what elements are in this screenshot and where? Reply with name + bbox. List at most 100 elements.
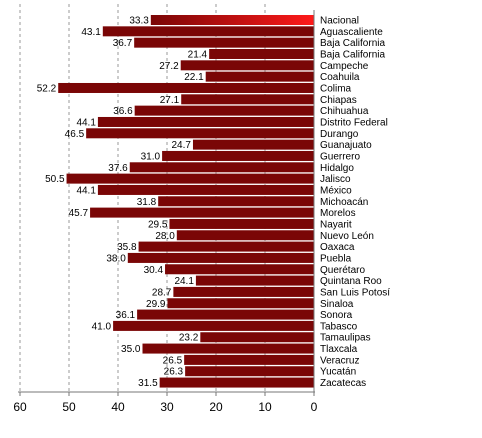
bar <box>173 286 314 297</box>
bar <box>205 71 314 82</box>
category-label: Campeche <box>320 61 369 72</box>
value-label: 28.7 <box>152 287 172 298</box>
category-label: Baja California <box>320 38 385 49</box>
category-label: Michoacán <box>320 197 368 208</box>
value-label: 38.0 <box>106 253 126 264</box>
bar <box>129 162 314 173</box>
category-label: Chiapas <box>320 95 357 106</box>
bar <box>66 173 314 184</box>
category-label: Sinaloa <box>320 299 354 310</box>
bar <box>86 128 315 139</box>
bar <box>169 218 314 229</box>
value-label: 31.0 <box>141 151 161 162</box>
category-label: Durango <box>320 129 359 140</box>
x-tick-label: 20 <box>209 400 223 414</box>
value-label: 26.3 <box>164 367 184 378</box>
bar <box>134 37 314 48</box>
x-tick-label: 60 <box>13 400 27 414</box>
bar <box>58 82 314 93</box>
value-label: 24.1 <box>174 276 194 287</box>
value-label: 41.0 <box>92 321 112 332</box>
value-label: 35.0 <box>121 344 141 355</box>
value-label: 44.1 <box>76 117 96 128</box>
category-label: Nacional <box>320 16 359 27</box>
value-label: 22.1 <box>184 72 204 83</box>
category-label: Nuevo León <box>320 231 374 242</box>
bars: 33.3 Nacional 43.1 Aguascaliente 36.7 Baja Ca… <box>37 15 390 389</box>
category-label: San Luis Potosí <box>320 287 390 298</box>
category-label: Baja California <box>320 49 385 60</box>
value-label: 52.2 <box>37 83 57 94</box>
value-label: 44.1 <box>76 185 96 196</box>
x-tick-label: 40 <box>111 400 125 414</box>
bar <box>138 241 314 252</box>
bar <box>113 320 314 331</box>
category-label: Coahuila <box>320 72 360 83</box>
x-axis: 0 10 20 30 40 50 60 <box>13 10 318 414</box>
bar <box>200 332 314 343</box>
bar <box>90 207 314 218</box>
category-label: Hidalgo <box>320 163 354 174</box>
value-label: 36.1 <box>116 310 136 321</box>
bar <box>192 139 314 150</box>
category-label: México <box>320 185 352 196</box>
x-tick-label: 0 <box>311 400 318 414</box>
bar <box>162 150 314 161</box>
bar <box>167 298 314 309</box>
value-label: 36.7 <box>113 38 133 49</box>
category-label: Veracruz <box>320 355 359 366</box>
category-label: Colima <box>320 83 352 94</box>
value-label: 23.2 <box>179 333 199 344</box>
bar <box>181 94 314 105</box>
x-tick-label: 10 <box>258 400 272 414</box>
bar <box>137 309 314 320</box>
category-label: Jalisco <box>320 174 351 185</box>
value-label: 37.6 <box>108 163 128 174</box>
value-label: 50.5 <box>45 174 65 185</box>
bar <box>97 116 314 127</box>
category-label: Querétaro <box>320 265 365 276</box>
value-label: 24.7 <box>172 140 192 151</box>
value-label: 28.0 <box>155 231 175 242</box>
category-label: Nayarit <box>320 219 352 230</box>
category-label: Chihuahua <box>320 106 369 117</box>
bar <box>158 196 314 207</box>
bar <box>159 377 314 388</box>
value-label: 45.7 <box>69 208 89 219</box>
value-label: 21.4 <box>188 49 208 60</box>
value-label: 27.2 <box>159 61 179 72</box>
value-label: 31.8 <box>137 197 157 208</box>
value-label: 36.6 <box>113 106 133 117</box>
category-label: Tamaulipas <box>320 333 371 344</box>
value-label: 46.5 <box>65 129 85 140</box>
category-label: Zacatecas <box>320 378 366 389</box>
bar <box>209 48 314 59</box>
value-label: 29.5 <box>148 219 168 230</box>
value-label: 30.4 <box>144 265 164 276</box>
value-label: 33.3 <box>129 16 149 27</box>
bar <box>176 230 314 241</box>
bar <box>165 264 314 275</box>
bar-highlighted <box>150 15 314 25</box>
bar <box>134 105 314 116</box>
category-label: Aguascaliente <box>320 27 383 38</box>
bar <box>102 26 314 37</box>
value-label: 26.5 <box>163 355 183 366</box>
category-label: Guerrero <box>320 151 360 162</box>
bar <box>180 60 314 71</box>
category-label: Oaxaca <box>320 242 355 253</box>
value-label: 27.1 <box>160 95 180 106</box>
category-label: Tabasco <box>320 321 358 332</box>
bar <box>185 366 314 377</box>
category-label: Puebla <box>320 253 352 264</box>
category-label: Distrito Federal <box>320 117 388 128</box>
bar <box>184 354 314 365</box>
bar <box>97 184 314 195</box>
category-label: Morelos <box>320 208 356 219</box>
category-label: Sonora <box>320 310 353 321</box>
category-label: Guanajuato <box>320 140 372 151</box>
value-label: 31.5 <box>138 378 158 389</box>
bar <box>127 252 314 263</box>
value-label: 43.1 <box>81 27 101 38</box>
